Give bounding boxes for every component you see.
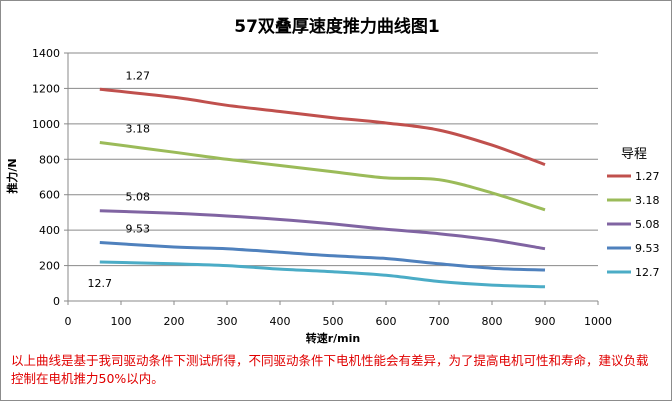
series-line-0 <box>99 87 546 167</box>
y-tick-label-6: 1200 <box>32 82 60 95</box>
annotation-4: 12.7 <box>88 277 113 290</box>
tick-labels: 0 200 400 600 800 1000 1200 1400 0 100 200 300 400 50… <box>32 47 612 328</box>
axes <box>64 52 599 305</box>
x-tick-label-3: 300 <box>217 315 238 328</box>
x-tick-label-5: 500 <box>323 315 344 328</box>
y-axis-title: 推力/N <box>5 158 19 193</box>
x-tick-label-10: 1000 <box>584 315 612 328</box>
footnote: 以上曲线是基于我司驱动条件下测试所得，不同驱动条件下电机性能会有差异，为了提高电… <box>11 353 649 386</box>
annotation-1: 3.18 <box>126 122 151 135</box>
annotation-3: 9.53 <box>126 223 151 236</box>
annotation-2: 5.08 <box>126 191 151 204</box>
series-line-3 <box>99 241 546 272</box>
y-tick-label-3: 600 <box>39 189 60 202</box>
legend-label-4: 12.7 <box>635 266 660 279</box>
legend-label-1: 3.18 <box>635 194 660 207</box>
y-tick-label-7: 1400 <box>32 47 60 60</box>
x-tick-label-8: 800 <box>482 315 503 328</box>
y-tick-label-1: 200 <box>39 260 60 273</box>
x-tick-label-2: 200 <box>164 315 185 328</box>
x-axis-title: 转速r/min <box>306 331 361 345</box>
series-line-1 <box>99 141 546 212</box>
y-tick-label-5: 1000 <box>32 118 60 131</box>
x-tick-label-7: 700 <box>429 315 450 328</box>
x-tick-label-0: 0 <box>65 315 72 328</box>
chart-title: 57双叠厚速度推力曲线图1 <box>234 16 440 37</box>
series-line-2 <box>99 209 546 251</box>
series-line-4 <box>99 260 546 289</box>
y-tick-label-0: 0 <box>53 295 60 308</box>
y-tick-label-2: 400 <box>39 224 60 237</box>
annotations: 1.27 3.18 5.08 9.53 12.7 <box>88 69 151 290</box>
legend-title: 导程 <box>621 147 647 162</box>
y-tick-label-4: 800 <box>39 153 60 166</box>
legend-label-0: 1.27 <box>635 170 660 183</box>
gridlines <box>68 52 598 267</box>
x-tick-label-1: 100 <box>111 315 132 328</box>
x-tick-label-6: 600 <box>376 315 397 328</box>
legend-label-3: 9.53 <box>635 242 660 255</box>
x-tick-label-9: 900 <box>535 315 556 328</box>
legend: 导程 1.27 3.18 5.08 9.53 12.7 <box>607 147 660 279</box>
legend-label-2: 5.08 <box>635 218 660 231</box>
series-lines <box>99 87 546 289</box>
annotation-0: 1.27 <box>126 69 151 82</box>
x-tick-label-4: 400 <box>270 315 291 328</box>
